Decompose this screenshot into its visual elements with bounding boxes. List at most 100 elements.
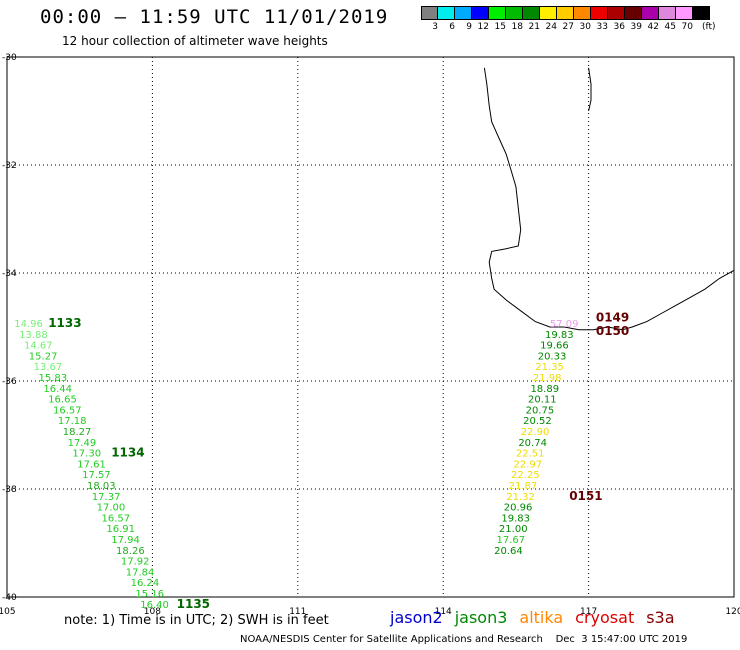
wave-height-label: 14.96 xyxy=(14,319,43,330)
wave-height-label: 18.03 xyxy=(87,481,116,492)
wave-height-label: 13.88 xyxy=(19,330,48,341)
scale-swatch xyxy=(540,6,557,20)
wave-height-label: 22.97 xyxy=(513,459,542,470)
scale-swatch xyxy=(506,6,523,20)
wave-height-label: 22.51 xyxy=(516,449,545,460)
wave-height-label: 22.90 xyxy=(521,427,550,438)
wave-height-label: 15.27 xyxy=(29,351,58,362)
wave-height-label: 16.40 xyxy=(140,600,169,611)
scale-swatch xyxy=(421,6,438,20)
wave-height-label: 18.26 xyxy=(116,546,145,557)
wave-height-label: 13.67 xyxy=(34,362,63,373)
wave-height-label: 17.37 xyxy=(92,492,121,503)
scale-swatch xyxy=(523,6,540,20)
scale-label: 21 xyxy=(528,22,540,32)
wave-height-label: 17.67 xyxy=(497,535,526,546)
satellite-jason2: jason2 xyxy=(390,608,443,627)
y-tick-label: -32 xyxy=(2,161,17,171)
scale-swatch xyxy=(676,6,693,20)
scale-label: 39 xyxy=(630,22,642,32)
scale-swatch xyxy=(625,6,642,20)
wave-height-label: 21.00 xyxy=(499,524,528,535)
wave-height-label: 17.84 xyxy=(126,567,155,578)
scale-label: 45 xyxy=(664,22,676,32)
time-label: 0150 xyxy=(596,324,629,338)
chart-subtitle: 12 hour collection of altimeter wave hei… xyxy=(62,34,328,48)
x-tick-label: 105 xyxy=(0,607,16,617)
wave-height-label: 57.09 xyxy=(550,319,579,330)
wave-height-label: 14.67 xyxy=(24,341,53,352)
island-outline xyxy=(588,67,592,112)
time-label: 1135 xyxy=(177,597,210,611)
x-tick-label: 111 xyxy=(289,607,306,617)
wave-height-label: 15.83 xyxy=(39,373,68,384)
note-text: note: 1) Time is in UTC; 2) SWH is in fe… xyxy=(64,613,329,628)
wave-height-label: 20.52 xyxy=(523,416,552,427)
color-scale-labels: 3 6 9 12 15 18 21 24 27 30 33 36 39 42 45 70 xyxy=(421,22,693,32)
wave-height-label: 16.65 xyxy=(48,395,77,406)
satellite-altika: altika xyxy=(519,608,564,627)
wave-height-label: 18.27 xyxy=(63,427,92,438)
wave-height-label: 17.61 xyxy=(77,459,106,470)
satellite-cryosat: cryosat xyxy=(575,608,635,627)
scale-swatch xyxy=(642,6,659,20)
scale-swatch xyxy=(591,6,608,20)
wave-height-label: 19.83 xyxy=(501,513,530,524)
scale-label: 27 xyxy=(562,22,574,32)
wave-height-label: 21.87 xyxy=(509,481,538,492)
wave-height-label: 18.89 xyxy=(530,384,559,395)
scale-swatch xyxy=(693,6,710,20)
wave-height-label: 22.25 xyxy=(511,470,540,481)
scale-label: 18 xyxy=(511,22,523,32)
satellite-s3a: s3a xyxy=(646,608,675,627)
footer-credit: NOAA/NESDIS Center for Satellite Applica… xyxy=(240,634,688,645)
scale-label: 42 xyxy=(647,22,659,32)
y-tick-label: -38 xyxy=(2,485,17,495)
wave-height-label: 19.83 xyxy=(545,330,574,341)
x-tick-label: 108 xyxy=(144,607,161,617)
scale-label: 70 xyxy=(681,22,693,32)
wave-height-label: 19.66 xyxy=(540,341,569,352)
x-tick-label: 117 xyxy=(580,607,597,617)
color-scale xyxy=(421,6,710,20)
wave-height-label: 21.98 xyxy=(533,373,562,384)
scale-label: 9 xyxy=(466,22,472,32)
satellite-legend: jason2 jason3 altika cryosat s3a xyxy=(390,608,675,627)
time-label: 1134 xyxy=(111,446,144,460)
wave-height-label: 17.00 xyxy=(97,503,126,514)
scale-swatch xyxy=(472,6,489,20)
coastline xyxy=(483,67,735,331)
chart-title: 00:00 – 11:59 UTC 11/01/2019 xyxy=(40,6,389,28)
wave-height-label: 20.96 xyxy=(504,503,533,514)
wave-height-label: 17.57 xyxy=(82,470,111,481)
wave-height-label: 20.74 xyxy=(518,438,547,449)
scale-swatch xyxy=(557,6,574,20)
scale-swatch xyxy=(438,6,455,20)
x-tick-label: 120 xyxy=(725,607,740,617)
wave-height-label: 17.30 xyxy=(72,449,101,460)
scale-label: 30 xyxy=(579,22,591,32)
y-tick-label: -40 xyxy=(2,593,17,603)
y-tick-label: -34 xyxy=(2,269,17,279)
wave-height-label: 21.32 xyxy=(506,492,535,503)
scale-unit: (ft) xyxy=(702,22,716,32)
scale-swatch xyxy=(659,6,676,20)
time-label: 0149 xyxy=(596,311,629,325)
scale-swatch xyxy=(608,6,625,20)
satellite-jason3: jason3 xyxy=(454,608,508,627)
scale-swatch xyxy=(455,6,472,20)
wave-height-label: 20.64 xyxy=(494,546,523,557)
scale-label: 12 xyxy=(477,22,489,32)
scale-label: 6 xyxy=(449,22,455,32)
wave-height-label: 21.35 xyxy=(535,362,564,373)
scale-label: 3 xyxy=(432,22,438,32)
x-tick-label: 114 xyxy=(435,607,452,617)
y-tick-label: -36 xyxy=(2,377,17,387)
scale-label: 36 xyxy=(613,22,625,32)
wave-height-label: 16.91 xyxy=(106,524,135,535)
scale-label: 15 xyxy=(494,22,506,32)
scale-swatch xyxy=(489,6,506,20)
time-label: 1133 xyxy=(48,316,81,330)
wave-height-label: 16.57 xyxy=(53,405,82,416)
